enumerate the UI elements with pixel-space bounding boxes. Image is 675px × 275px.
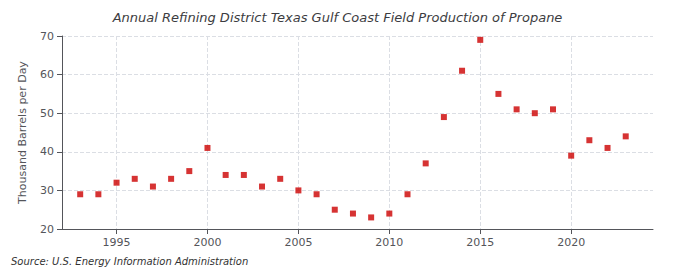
svg-text:20: 20 [40,223,54,236]
svg-text:60: 60 [40,68,54,81]
svg-text:30: 30 [40,184,54,197]
svg-text:Source: U.S. Energy Informatio: Source: U.S. Energy Information Administ… [11,256,248,267]
svg-text:Annual Refining District Texas: Annual Refining District Texas Gulf Coas… [112,10,563,25]
svg-text:50: 50 [40,107,54,120]
svg-text:Thousand Barrels per Day: Thousand Barrels per Day [16,61,29,205]
svg-text:1995: 1995 [103,236,131,249]
svg-text:40: 40 [40,145,54,158]
svg-text:2005: 2005 [284,236,312,249]
svg-text:2020: 2020 [557,236,585,249]
svg-text:2015: 2015 [466,236,494,249]
svg-text:2010: 2010 [375,236,403,249]
svg-text:2000: 2000 [193,236,221,249]
svg-text:70: 70 [40,30,54,43]
